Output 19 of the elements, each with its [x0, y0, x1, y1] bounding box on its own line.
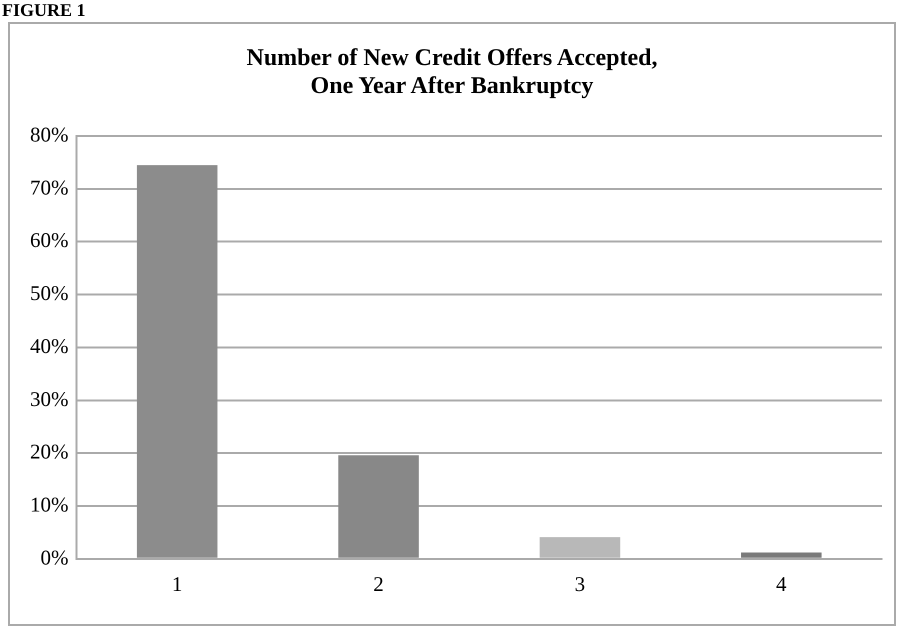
- x-tick-label: 2: [373, 572, 384, 596]
- chart-title: Number of New Credit Offers Accepted, One Year After Bankruptcy: [245, 44, 658, 100]
- x-tick-label: 1: [172, 572, 182, 596]
- bar: [741, 552, 822, 558]
- y-tick-label: 80%: [30, 122, 68, 147]
- y-tick-label: 50%: [30, 281, 68, 306]
- caption: FIGURE 1: [2, 0, 86, 20]
- y-tick-label: 70%: [30, 175, 68, 200]
- x-tick-label: 3: [574, 572, 586, 596]
- bar: [540, 537, 620, 558]
- bar: [136, 165, 218, 558]
- y-tick-label: 20%: [30, 440, 68, 464]
- y-tick-label: 30%: [30, 386, 68, 411]
- y-tick-label: 0%: [40, 545, 68, 570]
- y-tick-label: 10%: [30, 492, 68, 516]
- bar: [338, 455, 419, 558]
- x-tick-label: 4: [776, 572, 788, 596]
- y-tick-label: 60%: [30, 228, 68, 252]
- y-tick-label: 40%: [30, 334, 68, 358]
